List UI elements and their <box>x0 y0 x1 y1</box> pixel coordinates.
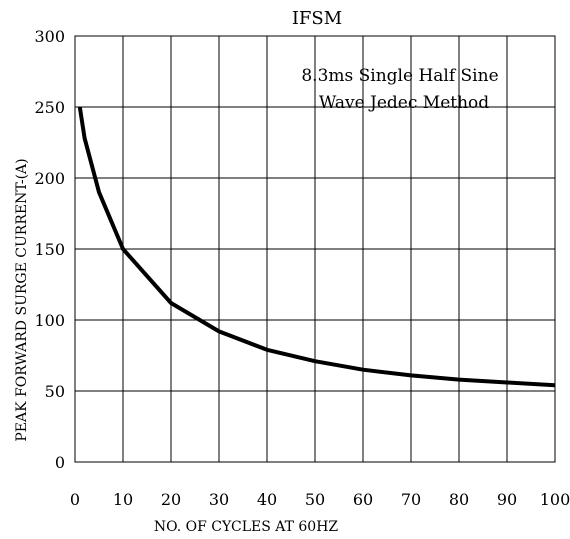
plot-frame <box>74 35 556 463</box>
x-tick-label: 0 <box>70 490 80 509</box>
grid <box>75 36 555 462</box>
y-tick-label: 50 <box>45 382 65 401</box>
series-line <box>77 106 556 388</box>
x-axis-label: NO. OF CYCLES AT 60HZ <box>154 519 339 535</box>
y-tick-label: 150 <box>34 240 65 259</box>
x-tick-label: 10 <box>113 490 133 509</box>
y-tick-label: 200 <box>34 169 65 188</box>
y-axis-label: PEAK FORWARD SURGE CURRENT-(A) <box>14 158 30 441</box>
series-group <box>77 106 556 388</box>
y-tick-label: 250 <box>34 98 65 117</box>
annotation-line-1: 8.3ms Single Half Sine <box>301 66 498 86</box>
chart-title: IFSM <box>292 8 342 29</box>
x-tick-label: 80 <box>449 490 469 509</box>
x-tick-label: 100 <box>540 490 570 509</box>
y-tick-label: 100 <box>34 311 65 330</box>
x-tick-label: 60 <box>353 490 373 509</box>
y-tick-labels: 0 50 100 150 200 250 300 <box>34 27 65 472</box>
y-tick-label: 0 <box>55 453 65 472</box>
annotation-line-2: Wave Jedec Method <box>319 93 489 113</box>
x-tick-label: 20 <box>161 490 181 509</box>
x-tick-label: 40 <box>257 490 277 509</box>
x-tick-label: 70 <box>401 490 421 509</box>
x-tick-label: 90 <box>497 490 517 509</box>
x-tick-labels: 0 10 20 30 40 50 60 70 80 90 100 <box>70 490 570 509</box>
x-tick-label: 50 <box>305 490 325 509</box>
y-tick-label: 300 <box>34 27 65 46</box>
x-tick-label: 30 <box>209 490 229 509</box>
